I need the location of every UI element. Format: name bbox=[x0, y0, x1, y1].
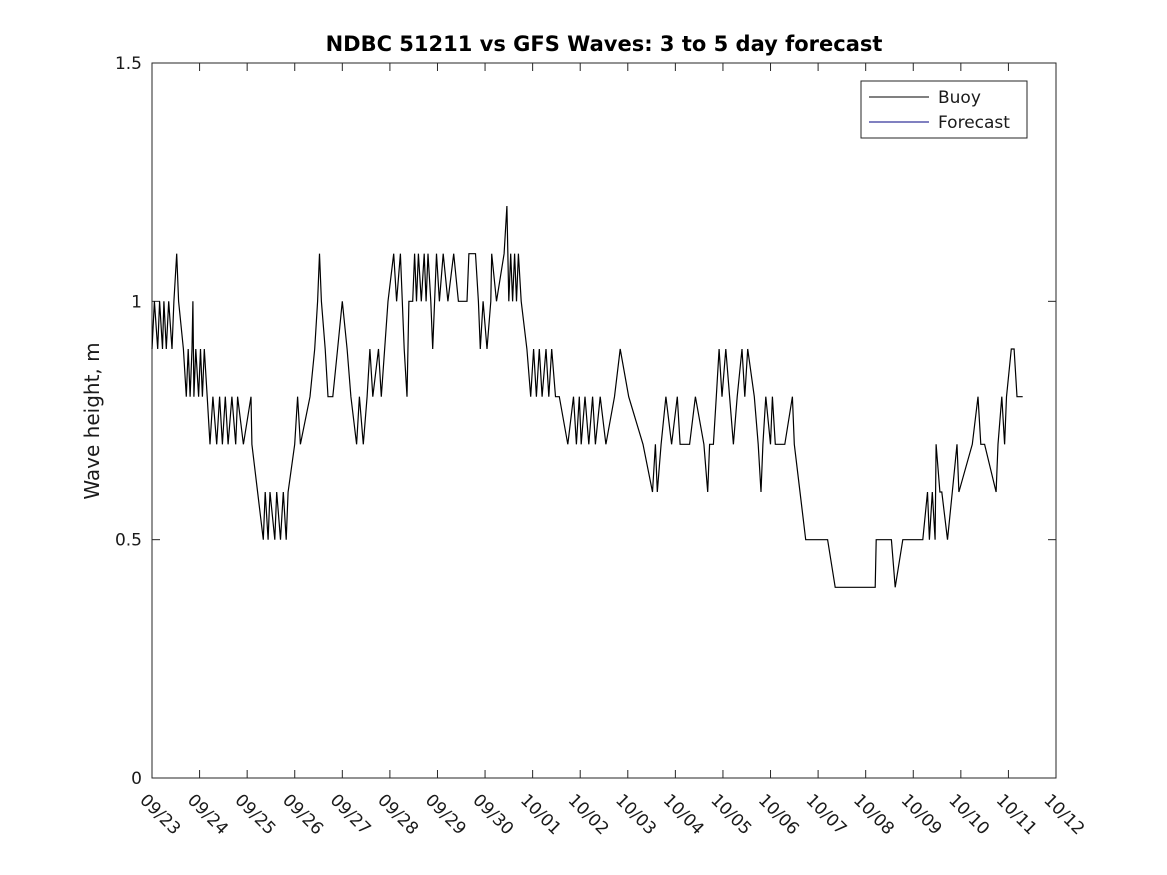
series-line-buoy bbox=[151, 205, 1023, 588]
y-axis-label: Wave height, m bbox=[80, 342, 104, 499]
legend-label-buoy: Buoy bbox=[938, 88, 981, 108]
y-tick-label: 1.5 bbox=[115, 54, 142, 74]
chart-title: NDBC 51211 vs GFS Waves: 3 to 5 day fore… bbox=[326, 32, 883, 56]
y-axis-ticks: 0 0.5 1 1.5 bbox=[115, 54, 1056, 789]
y-tick-label: 1 bbox=[131, 292, 142, 312]
legend-label-forecast: Forecast bbox=[938, 113, 1010, 133]
legend: Buoy Forecast bbox=[860, 80, 1028, 139]
legend-box bbox=[860, 80, 1028, 139]
series-layer bbox=[151, 205, 1023, 588]
y-tick-label: 0 bbox=[131, 769, 142, 789]
plot-area bbox=[151, 62, 1057, 779]
y-tick-label: 0.5 bbox=[115, 531, 142, 551]
